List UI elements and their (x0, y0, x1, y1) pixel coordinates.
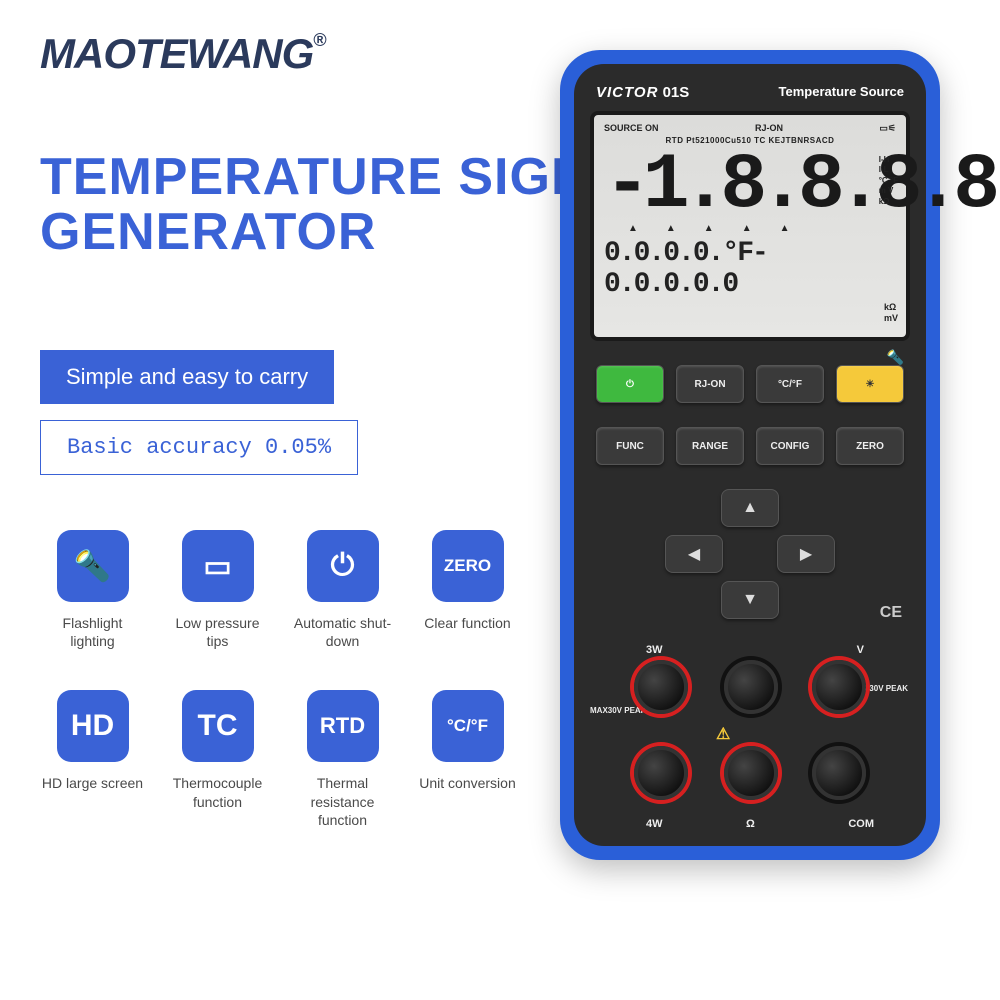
feature-label: Thermocouple function (165, 774, 270, 810)
power-button[interactable]: ⏻ (596, 365, 664, 403)
battery-icon: ▭ (182, 530, 254, 602)
unit-toggle-button[interactable]: °C/°F (756, 365, 824, 403)
port-ohm[interactable] (724, 746, 778, 800)
feature-item: HD HD large screen (40, 690, 145, 829)
feature-item: °C/°F Unit conversion (415, 690, 520, 829)
rj-on-button[interactable]: RJ-ON (676, 365, 744, 403)
config-button[interactable]: CONFIG (756, 427, 824, 465)
arrow-left-button[interactable]: ◀ (665, 535, 723, 573)
rtd-icon: RTD (307, 690, 379, 762)
feature-label: Automatic shut-down (290, 614, 395, 650)
power-off-icon: ⏻ (307, 530, 379, 602)
feature-item: RTD Thermal resistance function (290, 690, 395, 829)
flashlight-indicator-icon: 🔦 (887, 349, 904, 366)
tagline-primary: Simple and easy to carry (40, 350, 334, 404)
device-face: VICTOR 01S Temperature Source SOURCE ON … (574, 64, 926, 846)
tagline-secondary: Basic accuracy 0.05% (40, 420, 358, 475)
lcd-units: I-H I-L °C °F m V kΩ (879, 155, 898, 207)
feature-label: Flashlight lighting (40, 614, 145, 650)
feature-item: 🔦 Flashlight lighting (40, 530, 145, 650)
button-row-1: ⏻ RJ-ON °C/°F ☀ (590, 365, 910, 403)
feature-label: Clear function (424, 614, 510, 632)
feature-item: ZERO Clear function (415, 530, 520, 650)
feature-item: TC Thermocouple function (165, 690, 270, 829)
port-center-top[interactable] (724, 660, 778, 714)
zero-icon: ZERO (432, 530, 504, 602)
hd-icon: HD (57, 690, 129, 762)
zero-button[interactable]: ZERO (836, 427, 904, 465)
unit-icon: °C/°F (432, 690, 504, 762)
feature-grid: 🔦 Flashlight lighting▭ Low pressure tips… (40, 530, 520, 829)
device-body: VICTOR 01S Temperature Source SOURCE ON … (560, 50, 940, 860)
arrow-right-button[interactable]: ▶ (777, 535, 835, 573)
ce-mark: CE (880, 604, 902, 622)
range-button[interactable]: RANGE (676, 427, 744, 465)
device-model: VICTOR 01S (596, 84, 689, 101)
arrow-up-button[interactable]: ▲ (721, 489, 779, 527)
feature-label: Unit conversion (419, 774, 516, 792)
backlight-button[interactable]: ☀ (836, 365, 904, 403)
d-pad: ▲ ▼ ◀ ▶ (665, 489, 835, 619)
feature-item: ⏻ Automatic shut-down (290, 530, 395, 650)
lcd-screen: SOURCE ON RJ-ON ▭⚟ RTD Pt521000Cu510 TC … (590, 111, 910, 341)
feature-label: Thermal resistance function (290, 774, 395, 829)
feature-label: Low pressure tips (165, 614, 270, 650)
port-4w[interactable] (634, 746, 688, 800)
button-row-2: FUNC RANGE CONFIG ZERO (590, 427, 910, 465)
lcd-main-reading: -1.8.8.8.8 (604, 151, 896, 221)
device-subtitle: Temperature Source (779, 84, 904, 101)
feature-label: HD large screen (42, 774, 143, 792)
lcd-sub-reading: 0.0.0.0.°F-0.0.0.0.0 (604, 238, 896, 300)
feature-item: ▭ Low pressure tips (165, 530, 270, 650)
arrow-down-button[interactable]: ▼ (721, 581, 779, 619)
flashlight-icon: 🔦 (57, 530, 129, 602)
port-com[interactable] (812, 746, 866, 800)
tc-icon: TC (182, 690, 254, 762)
port-3w[interactable] (634, 660, 688, 714)
port-v[interactable] (812, 660, 866, 714)
func-button[interactable]: FUNC (596, 427, 664, 465)
port-area: 3W V MAX30V PEAK ⚠ ⚠ MAX30V PEAK 4W Ω CO… (594, 646, 906, 826)
brand-logo: MAOTEWANG® (40, 30, 326, 78)
